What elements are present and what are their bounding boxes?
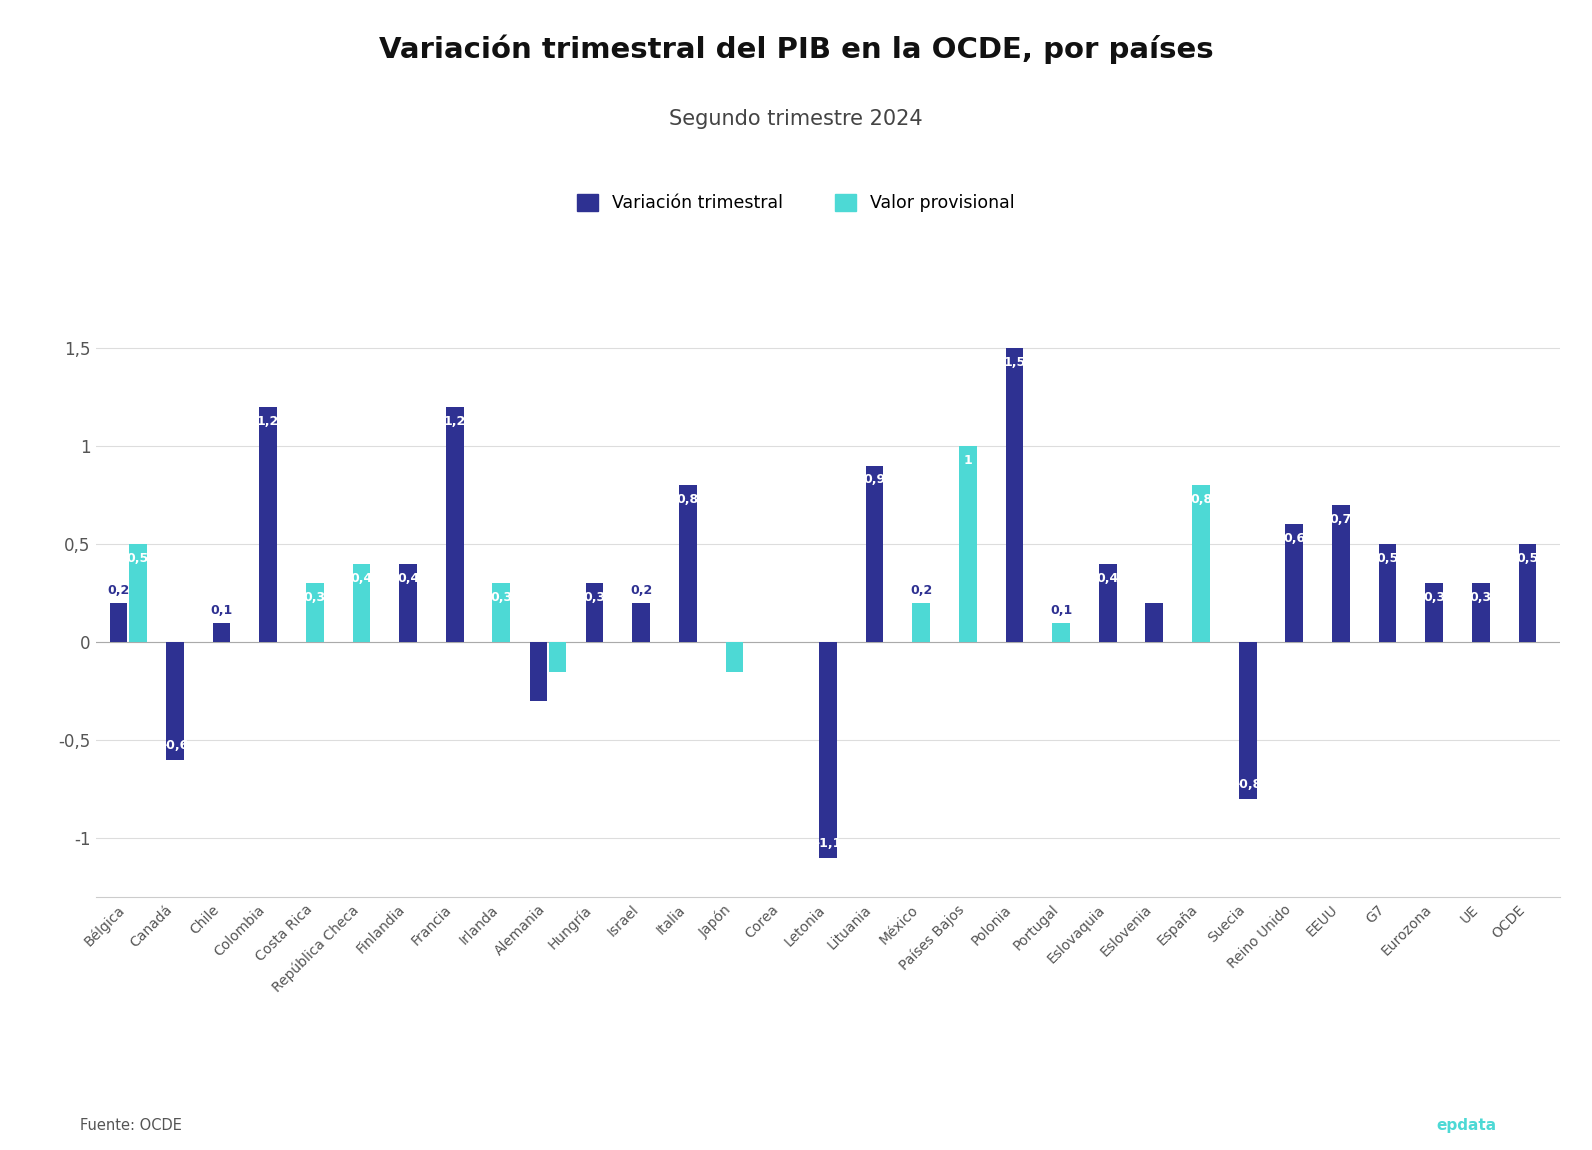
Text: 1,2: 1,2 [444, 415, 466, 428]
Text: 0,9: 0,9 [863, 474, 885, 486]
Bar [866, 466, 884, 642]
Bar [1425, 583, 1442, 642]
Bar [166, 642, 183, 760]
Text: 1: 1 [963, 454, 973, 467]
Bar [680, 485, 697, 642]
Bar [446, 407, 463, 642]
Text: 0,8: 0,8 [1189, 493, 1212, 506]
Bar [530, 642, 548, 702]
Text: 0,7: 0,7 [1329, 513, 1352, 526]
Text: 0,4: 0,4 [1097, 572, 1119, 584]
Text: Fuente: OCDE: Fuente: OCDE [80, 1118, 181, 1133]
Legend: Variación trimestral, Valor provisional: Variación trimestral, Valor provisional [570, 187, 1022, 218]
Bar [1006, 348, 1024, 642]
Bar [958, 446, 976, 642]
Text: 0,3: 0,3 [490, 591, 513, 604]
Text: 0,4: 0,4 [396, 572, 419, 584]
Text: Variación trimestral del PIB en la OCDE, por países: Variación trimestral del PIB en la OCDE,… [379, 34, 1213, 64]
Bar [1098, 564, 1116, 642]
Text: 0,6: 0,6 [1283, 532, 1305, 545]
Bar [1333, 505, 1350, 642]
Bar [818, 642, 837, 858]
Text: 0,1: 0,1 [1051, 604, 1071, 616]
Text: -0,8: -0,8 [1234, 779, 1261, 791]
Text: 0,2: 0,2 [630, 584, 653, 597]
Text: 0,5: 0,5 [1517, 552, 1538, 565]
Bar [129, 544, 146, 642]
Text: -0,6: -0,6 [161, 739, 188, 752]
Bar [726, 642, 743, 672]
Text: -1,1: -1,1 [814, 837, 842, 850]
Text: 0,3: 0,3 [304, 591, 326, 604]
Bar [586, 583, 603, 642]
Text: 0,3: 0,3 [1423, 591, 1446, 604]
Bar [492, 583, 509, 642]
Bar [912, 603, 930, 642]
Bar [1192, 485, 1210, 642]
Text: 0,2: 0,2 [911, 584, 933, 597]
Bar [1379, 544, 1396, 642]
Bar [110, 603, 127, 642]
Bar [352, 564, 371, 642]
Bar [259, 407, 277, 642]
Text: 0,1: 0,1 [210, 604, 232, 616]
Text: Segundo trimestre 2024: Segundo trimestre 2024 [669, 109, 923, 129]
Bar [306, 583, 323, 642]
Text: 0,5: 0,5 [127, 552, 150, 565]
Text: 0,2: 0,2 [108, 584, 129, 597]
Bar [632, 603, 650, 642]
Text: 0,4: 0,4 [350, 572, 373, 584]
Text: 1,5: 1,5 [1003, 355, 1025, 369]
Bar [1519, 544, 1536, 642]
Bar [1285, 524, 1304, 642]
Text: 0,8: 0,8 [677, 493, 699, 506]
Text: epdata: epdata [1436, 1118, 1496, 1133]
Text: 0,3: 0,3 [1469, 591, 1492, 604]
Bar [1473, 583, 1490, 642]
Bar [549, 642, 567, 672]
Text: 0,3: 0,3 [584, 591, 605, 604]
Bar [1146, 603, 1164, 642]
Text: 1,2: 1,2 [256, 415, 279, 428]
Bar [1052, 622, 1070, 642]
Bar [213, 622, 231, 642]
Bar [1239, 642, 1256, 799]
Text: 0,5: 0,5 [1377, 552, 1399, 565]
Bar [400, 564, 417, 642]
